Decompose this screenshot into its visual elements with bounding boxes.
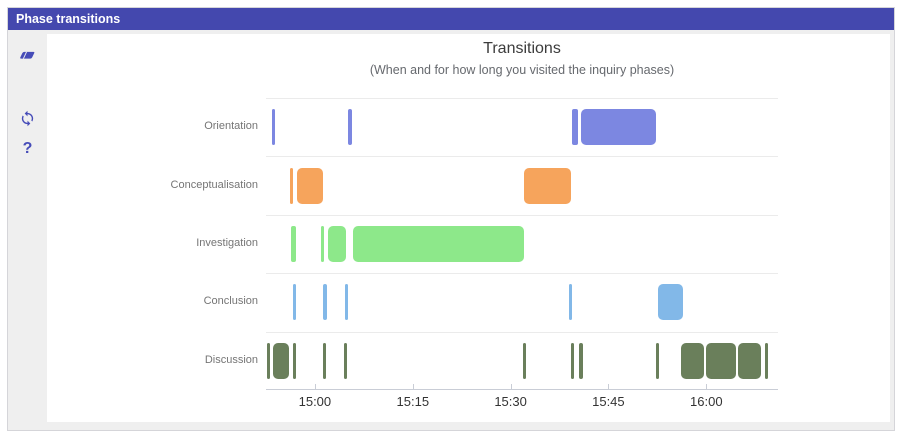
phase-label-orientation: Orientation <box>204 120 258 133</box>
phase-bar-investigation <box>290 226 296 262</box>
axis-tick-label: 15:30 <box>494 394 527 409</box>
phase-bar-orientation <box>581 109 657 146</box>
phase-bar-conclusion <box>292 284 296 321</box>
phase-label-conceptualisation: Conceptualisation <box>170 178 258 191</box>
chart-panel: Transitions (When and for how long you v… <box>47 34 890 422</box>
widget-title: Phase transitions <box>16 12 121 26</box>
axis-tick-label: 15:45 <box>592 394 625 409</box>
axis-tick-label: 15:00 <box>298 394 332 409</box>
phase-bar-orientation <box>572 109 579 146</box>
axis-tick <box>510 384 512 390</box>
phase-bar-discussion <box>681 342 705 379</box>
axis-tick <box>706 384 708 390</box>
phase-label-conclusion: Conclusion <box>203 295 258 308</box>
row-separator <box>266 273 778 275</box>
phase-bar-discussion <box>571 342 575 379</box>
phase-bar-conclusion <box>344 284 348 321</box>
phase-bar-discussion <box>322 342 326 379</box>
phase-bar-discussion <box>706 342 737 379</box>
phase-label-investigation: Investigation <box>196 237 258 249</box>
phase-transitions-widget: Phase transitions <box>7 7 895 431</box>
phase-bar-investigation <box>328 226 346 262</box>
phase-bar-conclusion <box>322 284 327 321</box>
phase-bar-conclusion <box>569 284 573 321</box>
row-separator <box>266 214 778 216</box>
widget-titlebar: Phase transitions <box>8 8 894 30</box>
phase-bar-discussion <box>579 342 584 379</box>
axis-tick-label: 15:15 <box>396 394 430 409</box>
refresh-icon <box>19 110 36 127</box>
refresh-button[interactable] <box>8 107 47 129</box>
phase-bar-discussion <box>765 342 769 379</box>
x-axis-line <box>266 389 778 390</box>
tool-sidebar: ? <box>8 30 47 430</box>
eraser-icon <box>18 47 37 63</box>
phase-bar-conceptualisation <box>289 167 293 204</box>
phase-bar-discussion <box>343 342 347 379</box>
axis-tick <box>412 384 414 390</box>
help-button[interactable]: ? <box>8 138 47 160</box>
help-icon: ? <box>22 140 33 157</box>
axis-tick <box>314 384 316 390</box>
phase-bar-orientation <box>271 109 275 146</box>
phase-label-discussion: Discussion <box>204 353 258 366</box>
axis-tick <box>608 384 610 390</box>
row-separator <box>266 331 778 333</box>
row-separator <box>266 98 778 99</box>
phase-bar-discussion <box>738 342 762 379</box>
chart-subtitle: (When and for how long you visited the i… <box>369 63 675 77</box>
axis-tick-label: 16:00 <box>690 394 723 409</box>
timeline-plot <box>266 98 778 390</box>
phase-bar-conceptualisation <box>524 167 572 204</box>
phase-bar-discussion <box>656 342 660 379</box>
phase-bar-discussion <box>292 342 296 379</box>
phase-bar-conclusion <box>658 284 684 321</box>
phase-bar-investigation <box>320 226 324 262</box>
phase-labels: Orientation Conceptualisation Investigatio… <box>47 98 258 390</box>
phase-bar-discussion <box>523 342 527 379</box>
eraser-button[interactable] <box>8 44 47 66</box>
phase-bar-investigation <box>352 226 524 262</box>
phase-bar-discussion <box>272 342 289 379</box>
phase-bar-conceptualisation <box>296 167 323 204</box>
row-separator <box>266 156 778 158</box>
phase-bar-orientation <box>347 109 352 146</box>
phase-bar-discussion <box>266 342 270 379</box>
chart-title: Transitions <box>483 40 561 57</box>
